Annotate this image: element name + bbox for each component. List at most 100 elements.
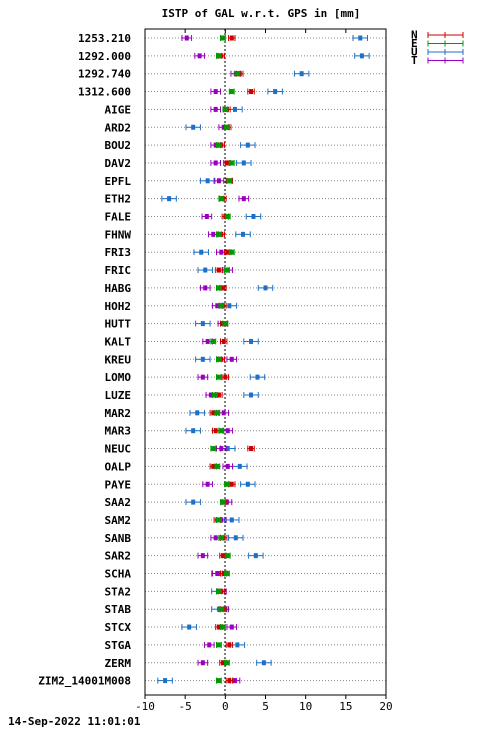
point-T (213, 142, 218, 148)
point-T (203, 285, 208, 291)
point-T (241, 196, 246, 202)
point-E (224, 481, 229, 487)
station-label: LOMO (105, 371, 132, 384)
station-label: MAR3 (105, 425, 132, 438)
point-E (220, 35, 225, 41)
point-T (213, 160, 218, 166)
point-U (253, 553, 258, 559)
x-tick-label: 15 (339, 700, 352, 713)
point-T (213, 535, 218, 541)
point-E (219, 196, 224, 202)
point-E (229, 249, 234, 255)
station-label: 1253.210 (78, 32, 131, 45)
station-label: ZIM2_14001M008 (38, 675, 131, 688)
station-label: FRI3 (105, 246, 132, 259)
station-label: SAA2 (105, 496, 132, 509)
point-E (219, 606, 224, 612)
point-E (216, 356, 221, 362)
point-E (224, 660, 229, 666)
point-T (225, 428, 230, 434)
point-U (263, 285, 268, 291)
point-E (219, 535, 224, 541)
station-label: 1292.740 (78, 68, 131, 81)
point-U (251, 214, 256, 219)
point-N (227, 642, 232, 648)
chart-title: ISTP of GAL w.r.t. GPS in [mm] (162, 7, 361, 20)
station-label: NEUC (105, 443, 132, 456)
point-E (216, 285, 221, 291)
point-N (227, 678, 232, 684)
station-labels: 1253.210 1292.000 1292.740 1312.600 AIGE ARD2… (38, 32, 131, 688)
point-U (245, 481, 250, 487)
point-E (211, 446, 216, 452)
station-label: MAR2 (105, 407, 132, 420)
point-T (213, 106, 218, 112)
station-label: FRIC (105, 264, 132, 277)
point-E (224, 571, 229, 576)
x-tick-label: -5 (179, 700, 192, 713)
point-E (216, 642, 221, 648)
point-T (204, 214, 209, 219)
station-label: HABG (105, 282, 132, 295)
station-label: DAV2 (105, 157, 132, 170)
point-U (241, 160, 246, 166)
legend-label-N: N (411, 29, 418, 42)
grid-lines (145, 37, 386, 682)
station-label: BOU2 (105, 139, 132, 152)
station-label: OALP (105, 460, 132, 473)
x-tick-label: -10 (135, 700, 155, 713)
point-N (221, 571, 226, 576)
x-tick-label: 20 (379, 700, 392, 713)
point-T (221, 410, 226, 416)
point-U (225, 446, 230, 452)
point-U (359, 53, 364, 59)
point-T (219, 249, 224, 255)
legend-label-T: T (411, 54, 418, 67)
point-U (358, 35, 363, 41)
x-tick-label: 0 (222, 700, 229, 713)
station-label: KREU (105, 353, 132, 366)
point-N (221, 338, 226, 344)
point-U (245, 142, 250, 148)
point-E (216, 142, 221, 148)
station-label: PAYE (105, 478, 132, 491)
point-T (225, 463, 230, 469)
point-T (221, 124, 226, 130)
point-U (227, 303, 232, 309)
point-U (232, 106, 237, 112)
point-N (216, 392, 221, 398)
station-label: HUTT (105, 318, 132, 331)
station-label: LUZE (105, 389, 132, 402)
point-N (249, 89, 254, 95)
station-label: STAB (105, 603, 132, 616)
point-U (163, 678, 168, 684)
point-E (220, 499, 225, 505)
point-U (200, 321, 205, 327)
point-T (215, 571, 220, 576)
point-E (223, 321, 228, 327)
point-U (241, 231, 246, 237)
station-label: SCHA (105, 568, 132, 581)
point-N (211, 410, 216, 416)
point-E (224, 124, 229, 130)
point-E (211, 338, 216, 344)
point-N (229, 481, 234, 487)
point-N (249, 446, 254, 452)
station-label: ETH2 (105, 193, 132, 206)
station-label: SAM2 (105, 514, 132, 527)
point-N (216, 624, 221, 630)
point-E (220, 624, 225, 630)
x-tick-label: 10 (299, 700, 312, 713)
point-N (220, 285, 225, 291)
point-T (184, 35, 189, 41)
point-N (220, 660, 225, 666)
station-label: STCX (105, 621, 132, 634)
point-E (229, 160, 234, 166)
point-T (207, 642, 212, 648)
point-T (232, 678, 237, 684)
legend-label-U: U (411, 46, 418, 59)
point-U (200, 356, 205, 362)
point-E (216, 588, 221, 594)
point-U (191, 499, 196, 505)
